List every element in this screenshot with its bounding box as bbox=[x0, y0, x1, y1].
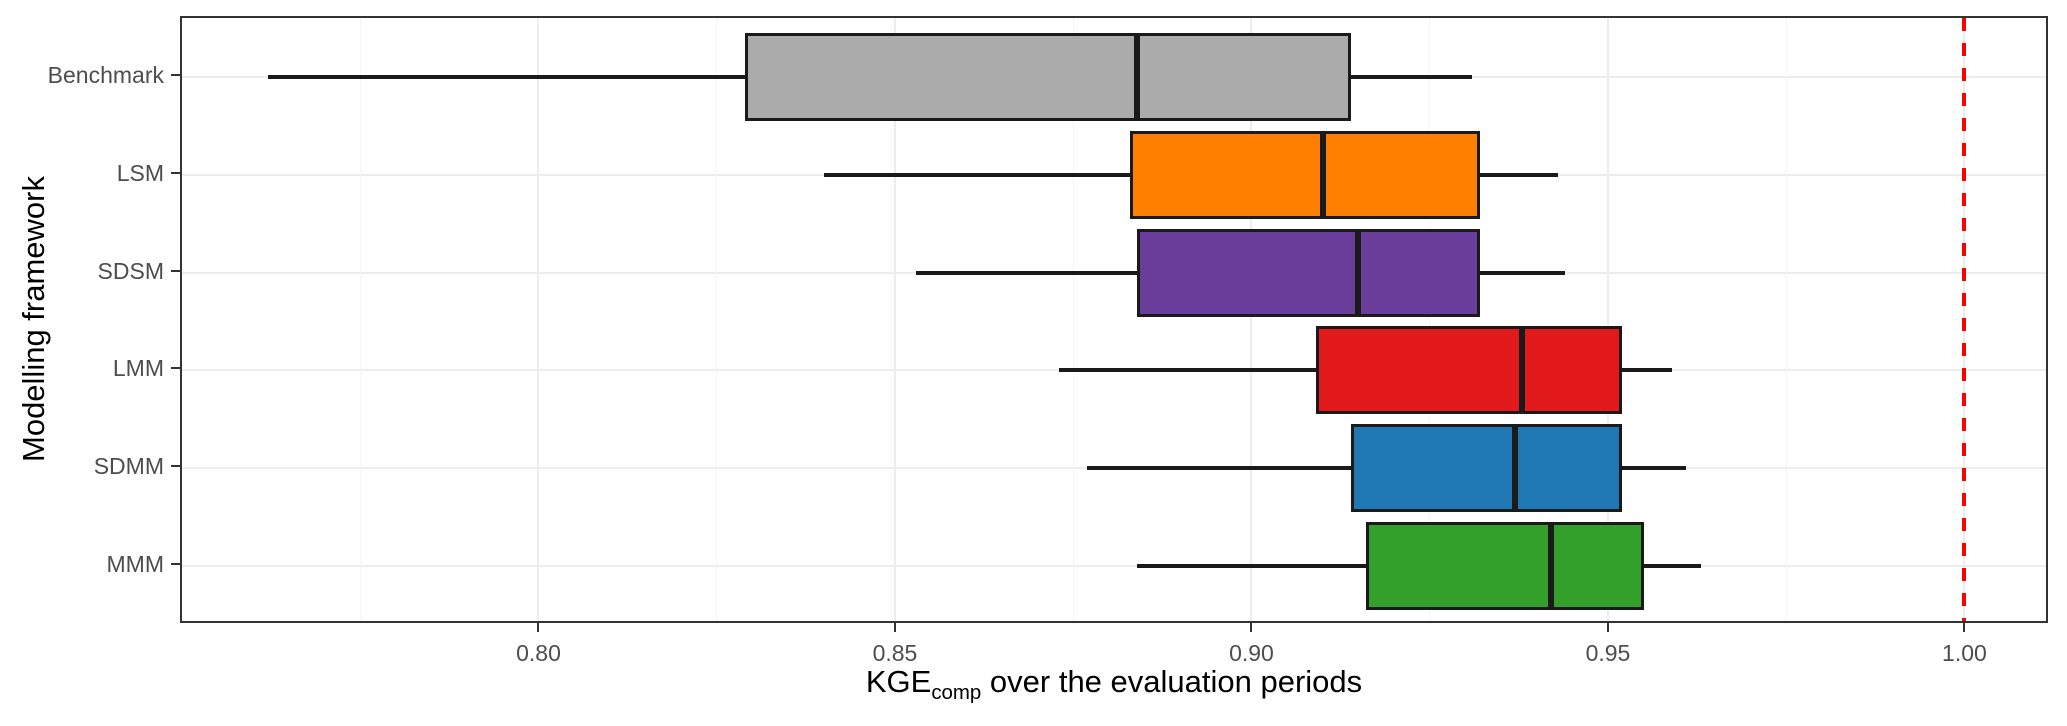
y-tick-label-SDSM: SDSM bbox=[97, 257, 164, 284]
median-line-LMM bbox=[1519, 326, 1526, 415]
gridline-major bbox=[1606, 18, 1609, 621]
y-tick-label-Benchmark: Benchmark bbox=[47, 61, 164, 88]
x-tick-label-0.90: 0.90 bbox=[1229, 640, 1274, 666]
box-SDSM bbox=[1137, 228, 1480, 317]
x-tick-mark bbox=[537, 623, 540, 632]
whisker-upper-LSM bbox=[1479, 172, 1559, 177]
median-line-SDMM bbox=[1512, 424, 1519, 513]
y-tick-label-MMM: MMM bbox=[106, 551, 164, 578]
whisker-lower-SDSM bbox=[916, 270, 1138, 275]
y-tick-mark bbox=[171, 73, 180, 76]
x-axis-title-prefix: KGE bbox=[865, 664, 932, 699]
gridline-minor bbox=[1429, 18, 1431, 621]
median-line-SDSM bbox=[1355, 228, 1362, 317]
y-tick-label-LMM: LMM bbox=[112, 355, 164, 382]
whisker-lower-LMM bbox=[1058, 368, 1316, 373]
whisker-lower-SDMM bbox=[1087, 466, 1352, 471]
reference-line bbox=[1962, 18, 1967, 621]
box-LMM bbox=[1315, 326, 1623, 415]
x-axis-title-suffix: over the evaluation periods bbox=[981, 664, 1363, 699]
whisker-upper-LMM bbox=[1622, 368, 1673, 373]
gridline-major bbox=[1250, 18, 1253, 621]
whisker-upper-SDMM bbox=[1622, 466, 1687, 471]
x-tick-label-0.85: 0.85 bbox=[872, 640, 918, 666]
whisker-upper-Benchmark bbox=[1351, 74, 1473, 79]
box-SDMM bbox=[1351, 424, 1623, 513]
x-tick-mark bbox=[1606, 623, 1609, 632]
median-line-Benchmark bbox=[1134, 32, 1141, 121]
x-tick-mark bbox=[1963, 623, 1966, 632]
y-tick-mark bbox=[171, 171, 180, 174]
whisker-upper-SDSM bbox=[1479, 270, 1566, 275]
x-tick-label-0.80: 0.80 bbox=[516, 640, 561, 666]
whisker-lower-Benchmark bbox=[267, 74, 746, 79]
median-line-MMM bbox=[1547, 522, 1554, 611]
gridline-minor bbox=[716, 18, 718, 621]
median-line-LSM bbox=[1319, 130, 1326, 219]
gridline-major bbox=[893, 18, 896, 621]
x-tick-label-0.95: 0.95 bbox=[1585, 640, 1631, 666]
box-LSM bbox=[1130, 130, 1480, 219]
y-tick-mark bbox=[171, 269, 180, 272]
plot-panel bbox=[180, 16, 2048, 623]
box-MMM bbox=[1365, 522, 1644, 611]
gridline-minor bbox=[359, 18, 361, 621]
x-axis-title-subscript: comp bbox=[931, 681, 982, 705]
x-axis-title: KGEcomp over the evaluation periods bbox=[180, 664, 2048, 705]
gridline-major bbox=[537, 18, 540, 621]
y-tick-mark bbox=[171, 465, 180, 468]
x-tick-mark bbox=[1250, 623, 1253, 632]
gridline-minor bbox=[1072, 18, 1074, 621]
gridline-minor bbox=[1785, 18, 1787, 621]
x-tick-mark bbox=[893, 623, 896, 632]
x-tick-label-1.00: 1.00 bbox=[1942, 640, 1987, 666]
y-tick-label-LSM: LSM bbox=[116, 159, 164, 186]
gridline-horizontal bbox=[182, 565, 2046, 568]
box-Benchmark bbox=[745, 32, 1352, 121]
y-tick-mark bbox=[171, 367, 180, 370]
y-tick-mark bbox=[171, 563, 180, 566]
whisker-upper-MMM bbox=[1643, 564, 1701, 569]
whisker-lower-LSM bbox=[823, 172, 1131, 177]
y-axis-title: Modelling framework bbox=[16, 176, 51, 462]
y-tick-label-SDMM: SDMM bbox=[93, 453, 164, 480]
whisker-lower-MMM bbox=[1137, 564, 1366, 569]
